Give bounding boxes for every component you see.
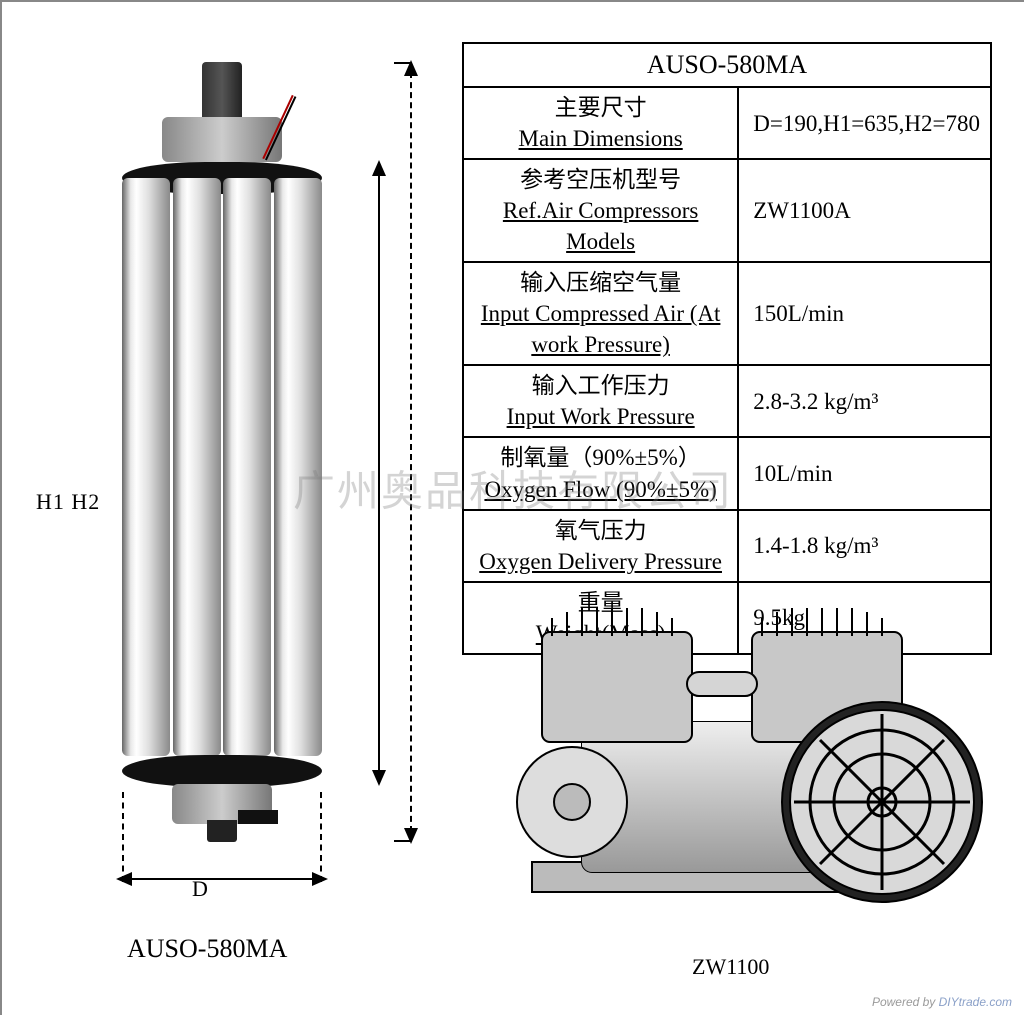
spec-label-cn: 输入工作压力: [474, 370, 727, 401]
dim-h2-line: [410, 62, 412, 842]
product-model-label: AUSO-580MA: [127, 934, 287, 964]
spec-label-en: Ref.Air Compressors Models: [474, 195, 727, 257]
footer-text: Powered by: [872, 995, 939, 1009]
spec-row-value: 10L/min: [738, 437, 991, 509]
tube: [274, 178, 322, 756]
sieve-tubes: [122, 178, 322, 756]
spec-label-cn: 氧气压力: [474, 515, 727, 546]
spec-row-label: 参考空压机型号Ref.Air Compressors Models: [463, 159, 738, 262]
spec-row-label: 制氧量（90%±5%）Oxygen Flow (90%±5%): [463, 437, 738, 509]
spec-row-value: 150L/min: [738, 262, 991, 365]
arrow-down-icon: [372, 770, 386, 786]
arrow-right-icon: [312, 872, 328, 886]
footer-link[interactable]: DIYtrade.com: [939, 995, 1012, 1009]
footer-credit: Powered by DIYtrade.com: [872, 995, 1012, 1009]
spec-label-en: Main Dimensions: [474, 123, 727, 154]
arrow-up-icon: [372, 160, 386, 176]
tube: [122, 178, 170, 756]
sieve-module-diagram: H1 H2 D AUSO-580MA: [32, 32, 452, 972]
spec-label-cn: 主要尺寸: [474, 92, 727, 123]
spec-row-label: 输入压缩空气量Input Compressed Air (At work Pre…: [463, 262, 738, 365]
spec-label-cn: 制氧量（90%±5%）: [474, 442, 727, 473]
spec-title: AUSO-580MA: [463, 43, 991, 87]
arrow-left-icon: [116, 872, 132, 886]
spec-row-value: D=190,H1=635,H2=780: [738, 87, 991, 159]
compressor-illustration: [472, 562, 992, 942]
top-nozzle: [202, 62, 242, 117]
spec-label-en: Oxygen Flow (90%±5%): [474, 474, 727, 505]
tube: [223, 178, 271, 756]
dim-label-h: H1 H2: [36, 489, 100, 515]
spec-row-label: 主要尺寸Main Dimensions: [463, 87, 738, 159]
dim-d-line: [128, 878, 314, 880]
compressor-label: ZW1100: [692, 954, 769, 980]
tube: [173, 178, 221, 756]
dim-h1-line: [378, 164, 380, 774]
spec-row-value: 2.8-3.2 kg/m³: [738, 365, 991, 437]
spec-label-cn: 输入压缩空气量: [474, 267, 727, 298]
spec-row-value: ZW1100A: [738, 159, 991, 262]
sieve-assembly: [122, 62, 322, 842]
spec-row-label: 输入工作压力Input Work Pressure: [463, 365, 738, 437]
page: H1 H2 D AUSO-580MA AUSO-580MA 主要尺寸Main D…: [0, 0, 1024, 1015]
spec-label-en: Input Work Pressure: [474, 401, 727, 432]
spec-label-en: Input Compressed Air (At work Pressure): [474, 298, 727, 360]
bottom-nozzle: [207, 820, 237, 842]
endcap-bottom: [122, 755, 322, 787]
bottom-valve: [238, 810, 278, 824]
dim-label-d: D: [192, 876, 208, 902]
spec-label-cn: 参考空压机型号: [474, 164, 727, 195]
